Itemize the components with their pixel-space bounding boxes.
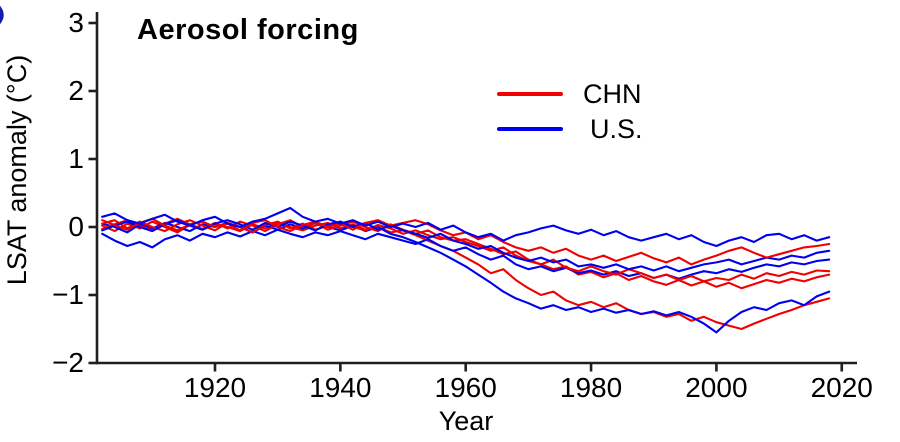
y-axis-label: LSAT anomaly (°C)	[2, 54, 32, 286]
series-line-chn-4	[101, 220, 831, 331]
legend-label-us: U.S.	[590, 113, 643, 144]
legend-label-chn: CHN	[583, 78, 642, 109]
panel-label-arc	[0, 5, 4, 25]
legend-row-us: U.S.	[497, 111, 643, 146]
chart-title: Aerosol forcing	[137, 14, 359, 46]
series-line-us-1	[101, 206, 831, 248]
us-line-swatch	[497, 126, 563, 131]
panel-label-partial	[0, 2, 16, 32]
chn-line-swatch	[497, 91, 563, 96]
legend-row-chn: CHN	[497, 76, 643, 111]
x-axis-label: Year	[438, 406, 494, 436]
legend: CHN U.S.	[497, 76, 643, 146]
series-line-us-3	[101, 228, 831, 280]
